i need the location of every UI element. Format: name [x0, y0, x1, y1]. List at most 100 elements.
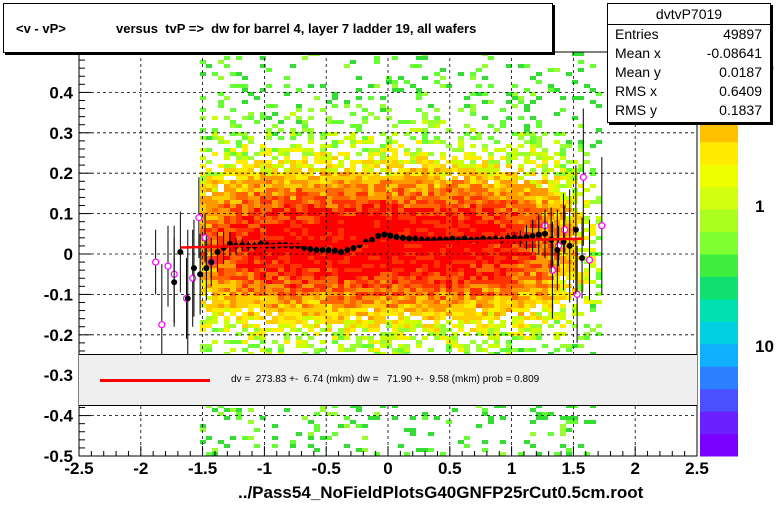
heatmap-cell	[320, 172, 326, 176]
heatmap-cell	[446, 312, 452, 316]
heatmap-cell	[428, 284, 434, 288]
heatmap-cell	[350, 200, 356, 204]
heatmap-cell	[440, 324, 446, 328]
heatmap-cell	[452, 300, 458, 304]
heatmap-cell	[374, 212, 380, 216]
heatmap-cell	[290, 252, 296, 256]
heatmap-cell	[380, 340, 386, 344]
heatmap-cell	[488, 344, 494, 348]
heatmap-cell	[278, 260, 284, 264]
heatmap-cell	[452, 308, 458, 312]
heatmap-cell	[362, 136, 368, 140]
heatmap-cell	[464, 192, 470, 196]
heatmap-cell	[230, 236, 236, 240]
heatmap-cell	[308, 228, 314, 232]
heatmap-cell	[434, 200, 440, 204]
heatmap-cell	[470, 192, 476, 196]
heatmap-cell	[476, 232, 482, 236]
heatmap-cell	[488, 256, 494, 260]
heatmap-cell	[416, 192, 422, 196]
heatmap-cell	[416, 172, 422, 176]
heatmap-cell	[560, 264, 566, 268]
heatmap-cell	[584, 420, 590, 424]
heatmap-cell	[290, 312, 296, 316]
heatmap-cell	[404, 180, 410, 184]
heatmap-cell	[278, 184, 284, 188]
heatmap-cell	[422, 136, 428, 140]
heatmap-cell	[548, 192, 554, 196]
heatmap-cell	[530, 304, 536, 308]
heatmap-cell	[464, 292, 470, 296]
heatmap-cell	[530, 252, 536, 256]
heatmap-cell	[362, 424, 368, 428]
heatmap-cell	[440, 312, 446, 316]
heatmap-cell	[338, 160, 344, 164]
heatmap-cell	[434, 72, 440, 76]
heatmap-cell	[470, 276, 476, 280]
heatmap-cell	[332, 164, 338, 168]
heatmap-cell	[398, 256, 404, 260]
heatmap-cell	[536, 452, 542, 456]
heatmap-cell	[422, 304, 428, 308]
heatmap-cell	[524, 124, 530, 128]
heatmap-cell	[236, 296, 242, 300]
heatmap-cell	[260, 88, 266, 92]
heatmap-cell	[392, 328, 398, 332]
heatmap-cell	[254, 200, 260, 204]
heatmap-cell	[392, 348, 398, 352]
heatmap-cell	[506, 184, 512, 188]
heatmap-cell	[506, 232, 512, 236]
heatmap-cell	[572, 200, 578, 204]
heatmap-cell	[212, 236, 218, 240]
heatmap-cell	[458, 164, 464, 168]
heatmap-cell	[236, 276, 242, 280]
heatmap-cell	[338, 232, 344, 236]
heatmap-cell	[410, 184, 416, 188]
heatmap-cell	[254, 444, 260, 448]
heatmap-cell	[344, 204, 350, 208]
heatmap-cell	[434, 228, 440, 232]
heatmap-cell	[290, 248, 296, 252]
heatmap-cell	[446, 192, 452, 196]
heatmap-cell	[530, 188, 536, 192]
heatmap-cell	[344, 184, 350, 188]
heatmap-cell	[320, 220, 326, 224]
fit-legend-line	[100, 379, 210, 382]
heatmap-cell	[482, 248, 488, 252]
heatmap-cell	[296, 264, 302, 268]
heatmap-cell	[254, 208, 260, 212]
heatmap-cell	[272, 132, 278, 136]
heatmap-cell	[254, 184, 260, 188]
heatmap-cell	[344, 176, 350, 180]
heatmap-cell	[338, 240, 344, 244]
heatmap-cell	[290, 208, 296, 212]
heatmap-cell	[488, 200, 494, 204]
heatmap-cell	[524, 324, 530, 328]
profile-point	[171, 279, 178, 286]
heatmap-cell	[248, 156, 254, 160]
stats-key: Entries	[615, 26, 659, 42]
heatmap-cell	[386, 176, 392, 180]
heatmap-cell	[470, 112, 476, 116]
heatmap-cell	[236, 268, 242, 272]
heatmap-cell	[242, 288, 248, 292]
heatmap-cell	[596, 292, 602, 296]
heatmap-cell	[326, 212, 332, 216]
heatmap-cell	[392, 264, 398, 268]
heatmap-cell	[242, 168, 248, 172]
heatmap-cell	[254, 220, 260, 224]
heatmap-cell	[356, 256, 362, 260]
heatmap-cell	[362, 272, 368, 276]
heatmap-cell	[368, 244, 374, 248]
heatmap-cell	[320, 284, 326, 288]
heatmap-cell	[380, 208, 386, 212]
heatmap-cell	[236, 308, 242, 312]
heatmap-cell	[464, 308, 470, 312]
heatmap-cell	[374, 268, 380, 272]
heatmap-cell	[596, 272, 602, 276]
heatmap-cell	[260, 296, 266, 300]
heatmap-cell	[422, 116, 428, 120]
heatmap-cell	[212, 208, 218, 212]
heatmap-cell	[530, 348, 536, 352]
heatmap-cell	[524, 304, 530, 308]
